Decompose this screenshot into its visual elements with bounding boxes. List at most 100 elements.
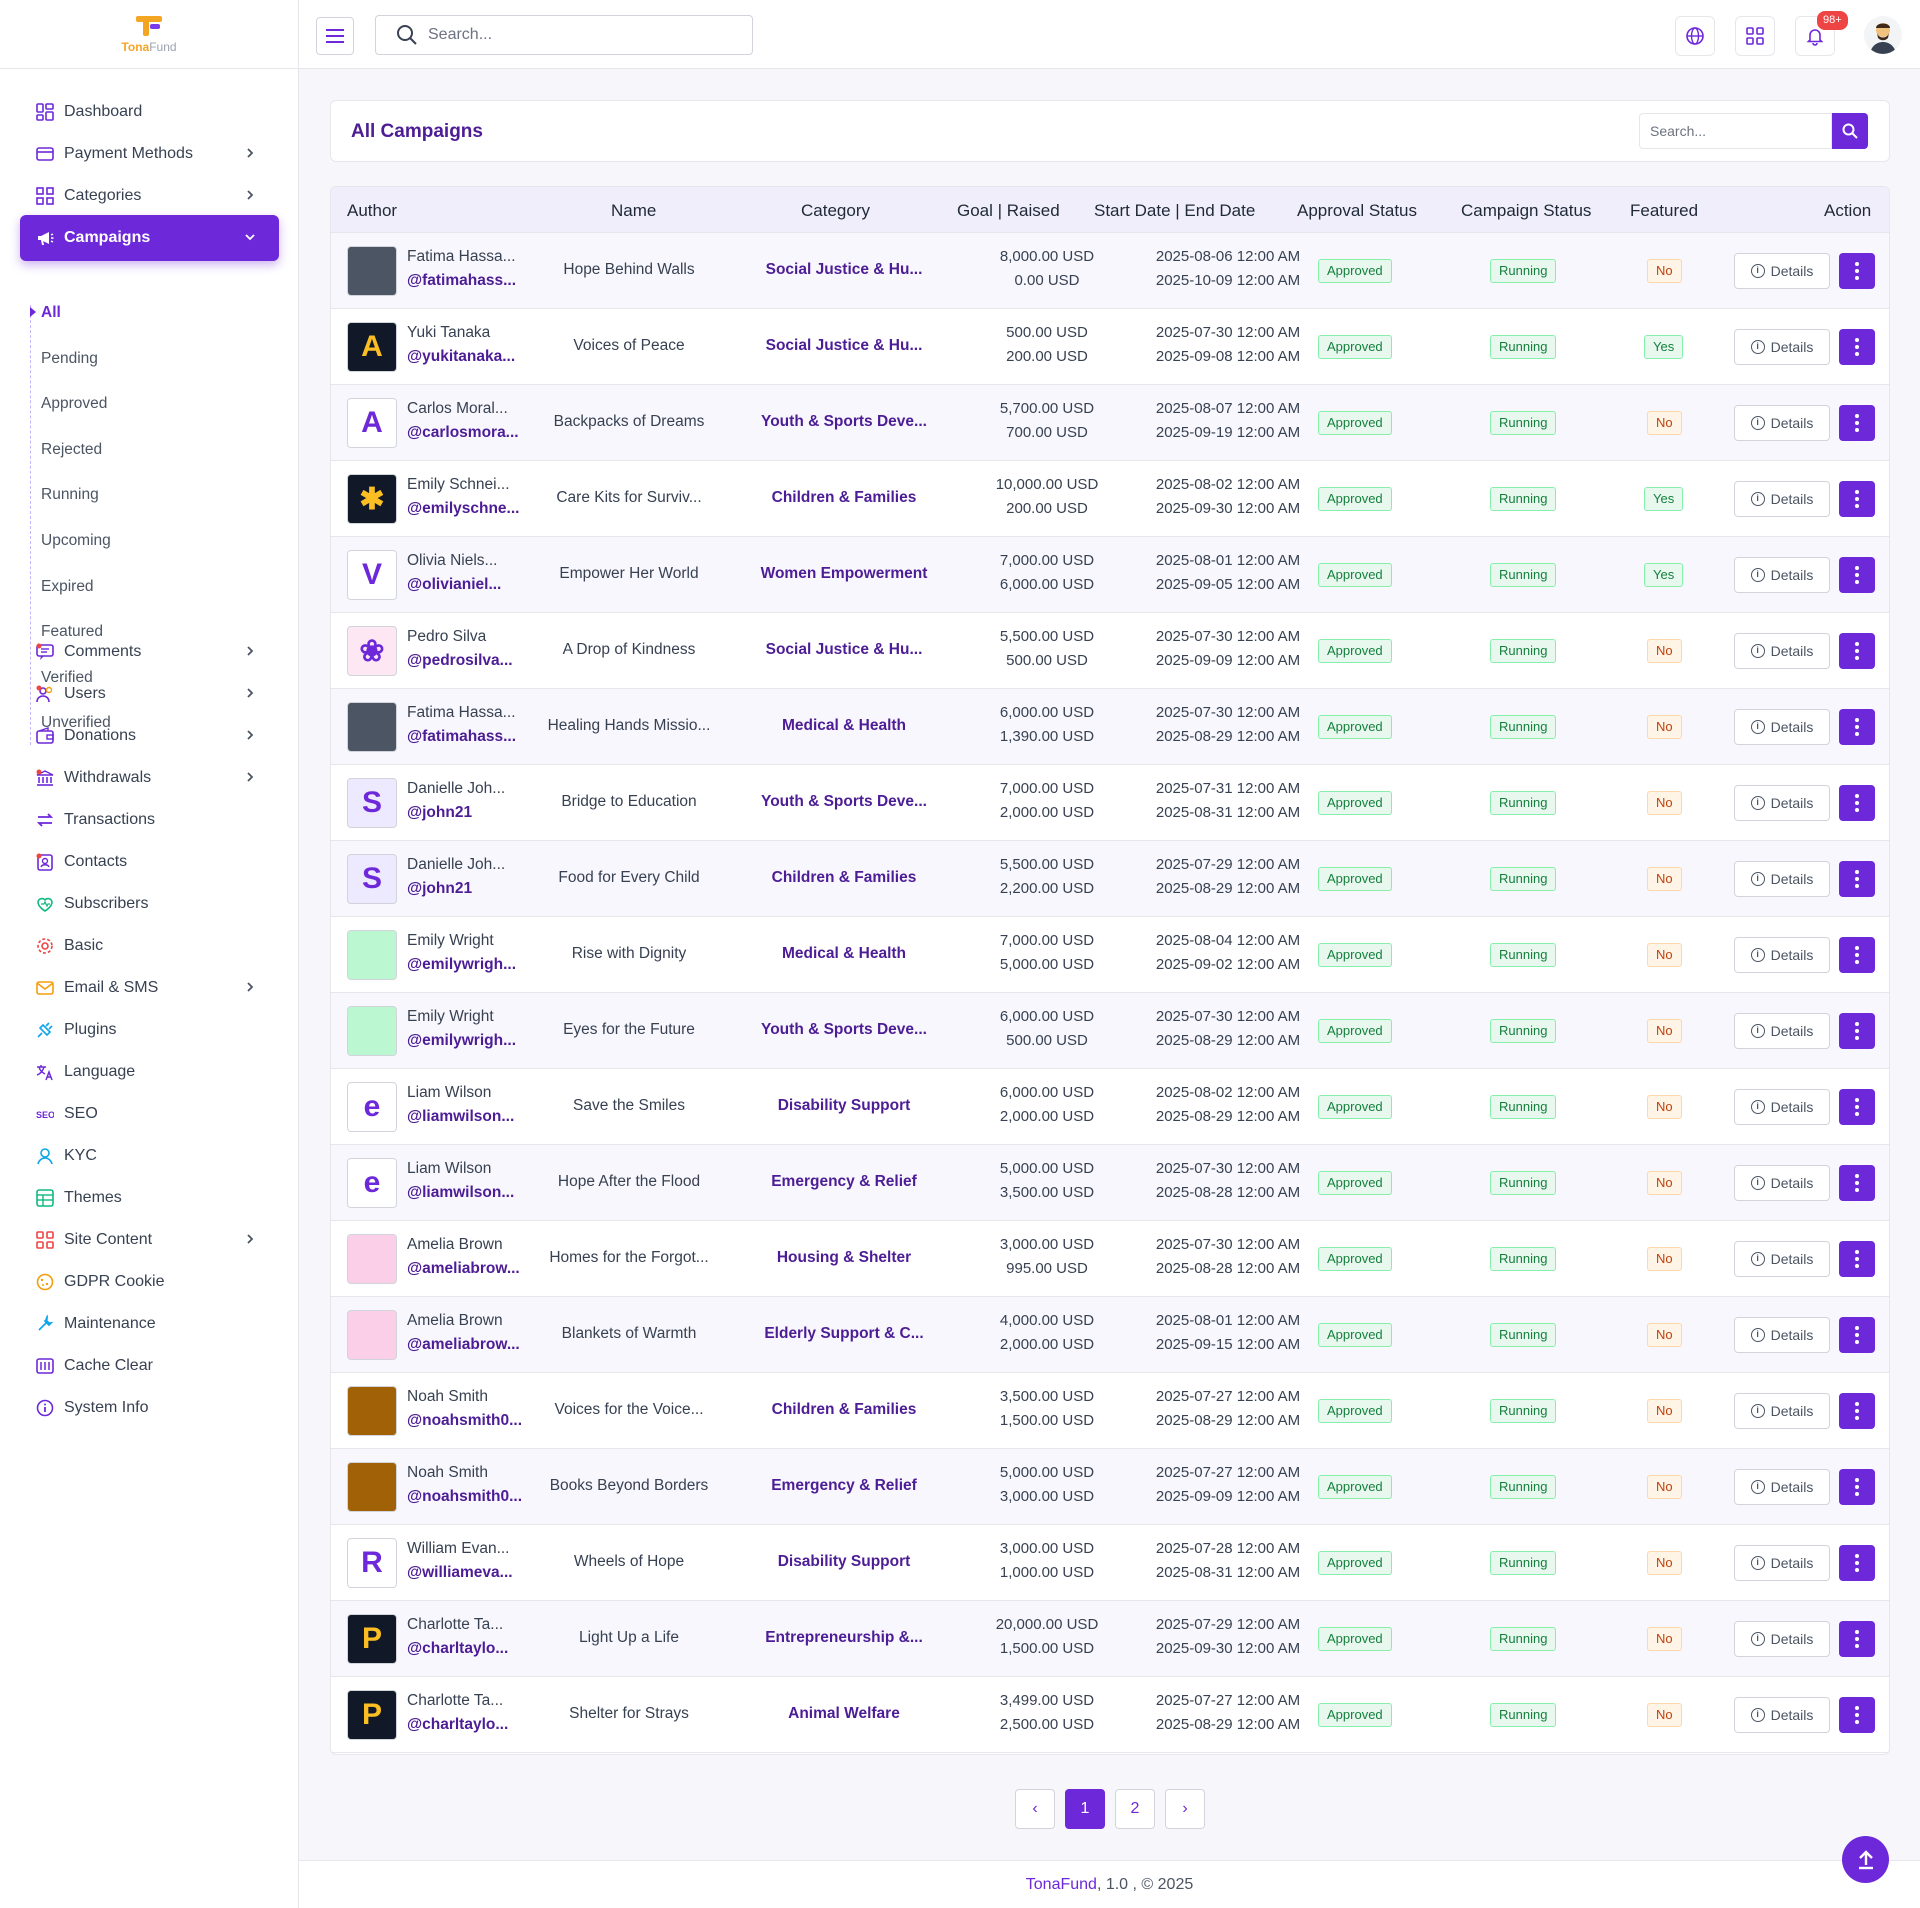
author-username-link[interactable]: @noahsmith0... [407,1488,523,1505]
sidebar-item-categories[interactable]: Categories [20,173,279,219]
submenu-item-pending[interactable]: Pending [41,349,98,367]
author-username-link[interactable]: @charltaylo... [407,1640,509,1657]
sidebar-item-contacts[interactable]: Contacts [20,839,279,885]
pagination-page-2[interactable]: 2 [1115,1789,1155,1829]
more-actions-button[interactable] [1839,557,1875,593]
details-button[interactable]: i Details [1734,1621,1830,1657]
more-actions-button[interactable] [1839,1621,1875,1657]
menu-toggle-button[interactable] [316,17,354,55]
details-button[interactable]: i Details [1734,1241,1830,1277]
pagination-next-button[interactable]: › [1165,1789,1205,1829]
author-username-link[interactable]: @liamwilson... [407,1184,515,1201]
author-username-link[interactable]: @john21 [407,804,473,821]
submenu-item-upcoming[interactable]: Upcoming [41,532,111,549]
submenu-item-featured[interactable]: Featured [41,623,104,641]
details-button[interactable]: i Details [1734,1013,1830,1049]
author-username-link[interactable]: @ameliabrow... [407,1260,520,1277]
details-button[interactable]: i Details [1734,1165,1830,1201]
author-username-link[interactable]: @yukitanaka... [407,348,516,365]
scroll-to-top-button[interactable] [1842,1836,1889,1883]
submenu-item-running[interactable]: Running [41,486,99,504]
submenu-item-unverified[interactable]: Unverified [41,714,111,732]
sidebar-item-maintenance[interactable]: Maintenance [20,1301,279,1347]
details-button[interactable]: i Details [1734,1469,1830,1505]
submenu-item-verified[interactable]: Verified [41,668,93,686]
campaign-search-input[interactable]: Search... [1639,113,1832,149]
sidebar-item-withdrawals[interactable]: Withdrawals [20,755,279,801]
details-button[interactable]: i Details [1734,1393,1830,1429]
author-username-link[interactable]: @emilywrigh... [407,1032,516,1049]
details-button[interactable]: i Details [1734,405,1830,441]
more-actions-button[interactable] [1839,1393,1875,1429]
more-actions-button[interactable] [1839,633,1875,669]
sidebar-item-email-sms[interactable]: Email & SMS [20,965,279,1011]
brand-logo[interactable]: TonaFund [0,0,298,69]
details-button[interactable]: i Details [1734,709,1830,745]
search-input[interactable]: Search... [375,15,753,55]
submenu-item-expired[interactable]: Expired [41,577,94,595]
sidebar-item-dashboard[interactable]: Dashboard [20,89,279,135]
more-actions-button[interactable] [1839,1013,1875,1049]
author-username-link[interactable]: @emilywrigh... [407,956,516,973]
details-button[interactable]: i Details [1734,1545,1830,1581]
sidebar-item-cache-clear[interactable]: Cache Clear [20,1343,279,1389]
sidebar-item-plugins[interactable]: Plugins [20,1007,279,1053]
more-actions-button[interactable] [1839,329,1875,365]
sidebar-item-campaigns[interactable]: Campaigns [20,215,279,261]
author-username-link[interactable]: @ameliabrow... [407,1336,520,1353]
more-actions-button[interactable] [1839,709,1875,745]
author-username-link[interactable]: @carlosmora... [407,424,519,441]
submenu-item-all[interactable]: All [41,304,61,321]
author-username-link[interactable]: @fatimahass... [407,272,517,289]
notifications-button[interactable] [1795,16,1835,56]
footer-brand[interactable]: TonaFund [1025,1875,1097,1893]
sidebar-item-gdpr-cookie[interactable]: GDPR Cookie [20,1259,279,1305]
more-actions-button[interactable] [1839,937,1875,973]
pagination-prev-button[interactable]: ‹ [1015,1789,1055,1829]
submenu-item-rejected[interactable]: Rejected [41,440,103,458]
user-avatar[interactable] [1864,16,1902,54]
details-button[interactable]: i Details [1734,557,1830,593]
sidebar-item-system-info[interactable]: System Info [20,1385,279,1431]
more-actions-button[interactable] [1839,1545,1875,1581]
more-actions-button[interactable] [1839,253,1875,289]
author-username-link[interactable]: @pedrosilva... [407,652,513,669]
details-button[interactable]: i Details [1734,785,1830,821]
sidebar-item-language[interactable]: Language [20,1049,279,1095]
sidebar-item-seo[interactable]: SEO SEO [20,1091,279,1137]
sidebar-item-transactions[interactable]: Transactions [20,797,279,843]
details-button[interactable]: i Details [1734,253,1830,289]
sidebar-item-basic[interactable]: Basic [20,923,279,969]
more-actions-button[interactable] [1839,1317,1875,1353]
more-actions-button[interactable] [1839,1165,1875,1201]
more-actions-button[interactable] [1839,405,1875,441]
author-username-link[interactable]: @john21 [407,880,473,897]
author-username-link[interactable]: @olivianiel... [407,576,502,593]
details-button[interactable]: i Details [1734,937,1830,973]
campaign-search-button[interactable] [1832,113,1868,149]
author-username-link[interactable]: @williameva... [407,1564,513,1581]
author-username-link[interactable]: @noahsmith0... [407,1412,523,1429]
more-actions-button[interactable] [1839,1697,1875,1733]
sidebar-item-donations[interactable]: Donations [20,713,279,759]
apps-button[interactable] [1735,16,1775,56]
details-button[interactable]: i Details [1734,861,1830,897]
sidebar-item-subscribers[interactable]: Subscribers [20,881,279,927]
details-button[interactable]: i Details [1734,329,1830,365]
more-actions-button[interactable] [1839,1241,1875,1277]
more-actions-button[interactable] [1839,785,1875,821]
submenu-item-approved[interactable]: Approved [41,395,108,413]
details-button[interactable]: i Details [1734,633,1830,669]
more-actions-button[interactable] [1839,481,1875,517]
language-button[interactable] [1675,16,1715,56]
sidebar-item-users[interactable]: Users [20,671,279,717]
sidebar-item-payment-methods[interactable]: Payment Methods [20,131,279,177]
details-button[interactable]: i Details [1734,1317,1830,1353]
more-actions-button[interactable] [1839,861,1875,897]
sidebar-item-site-content[interactable]: Site Content [20,1217,279,1263]
author-username-link[interactable]: @charltaylo... [407,1716,509,1733]
sidebar-item-kyc[interactable]: KYC [20,1133,279,1179]
more-actions-button[interactable] [1839,1469,1875,1505]
details-button[interactable]: i Details [1734,1697,1830,1733]
sidebar-item-comments[interactable]: Comments [20,629,279,675]
